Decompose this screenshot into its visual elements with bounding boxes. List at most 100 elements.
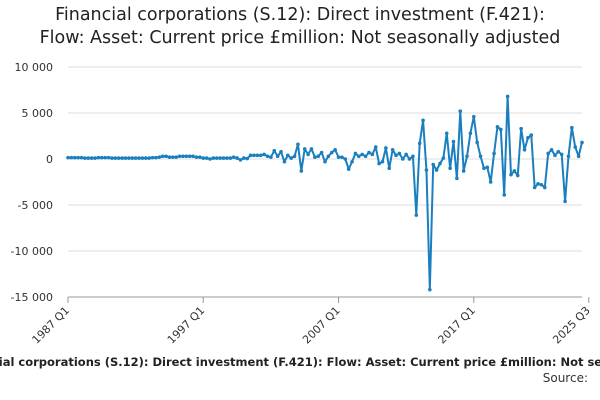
data-point[interactable]	[553, 153, 557, 158]
data-point[interactable]	[184, 154, 189, 159]
data-point[interactable]	[286, 153, 290, 158]
data-point[interactable]	[214, 156, 219, 160]
data-point[interactable]	[404, 152, 408, 157]
data-point[interactable]	[512, 169, 517, 173]
data-point[interactable]	[323, 159, 327, 164]
data-point[interactable]	[164, 154, 168, 159]
data-point[interactable]	[417, 141, 422, 146]
data-point[interactable]	[201, 156, 206, 160]
data-point[interactable]	[400, 157, 405, 161]
data-point[interactable]	[570, 125, 574, 130]
data-point[interactable]	[573, 145, 578, 149]
data-point[interactable]	[377, 161, 381, 166]
data-point[interactable]	[421, 118, 425, 123]
data-point[interactable]	[292, 154, 297, 159]
data-point[interactable]	[110, 156, 114, 160]
data-point[interactable]	[198, 155, 202, 159]
data-point[interactable]	[492, 151, 496, 156]
data-point[interactable]	[478, 154, 483, 159]
data-point[interactable]	[461, 169, 466, 173]
data-point[interactable]	[150, 155, 155, 160]
data-point[interactable]	[346, 167, 351, 171]
data-point[interactable]	[526, 136, 530, 140]
data-point[interactable]	[225, 156, 229, 160]
data-point[interactable]	[76, 155, 80, 160]
data-point[interactable]	[69, 155, 74, 160]
data-point[interactable]	[174, 155, 179, 159]
data-point[interactable]	[258, 153, 263, 158]
data-point[interactable]	[495, 125, 500, 129]
data-point[interactable]	[106, 155, 111, 160]
data-point[interactable]	[519, 126, 523, 131]
data-point[interactable]	[140, 156, 145, 160]
data-point[interactable]	[559, 152, 564, 157]
data-point[interactable]	[397, 151, 402, 156]
data-point[interactable]	[407, 157, 412, 161]
data-point[interactable]	[482, 166, 486, 170]
data-point[interactable]	[438, 161, 442, 166]
data-point[interactable]	[343, 157, 348, 161]
data-point[interactable]	[231, 155, 236, 159]
data-point[interactable]	[580, 140, 584, 145]
data-point[interactable]	[411, 154, 415, 159]
data-point[interactable]	[133, 156, 138, 160]
data-point[interactable]	[434, 168, 439, 172]
data-point[interactable]	[86, 156, 91, 160]
data-point[interactable]	[509, 172, 513, 177]
data-point[interactable]	[113, 156, 118, 160]
data-point[interactable]	[120, 156, 124, 160]
data-point[interactable]	[238, 158, 243, 162]
data-point[interactable]	[275, 154, 280, 159]
data-point[interactable]	[336, 155, 341, 159]
data-point[interactable]	[319, 150, 324, 155]
data-point[interactable]	[208, 157, 212, 161]
data-point[interactable]	[566, 154, 571, 159]
data-point[interactable]	[143, 156, 148, 160]
data-point[interactable]	[488, 180, 493, 184]
data-point[interactable]	[370, 152, 375, 157]
data-point[interactable]	[255, 153, 260, 158]
data-point[interactable]	[248, 153, 253, 158]
data-point[interactable]	[505, 94, 510, 99]
data-point[interactable]	[529, 133, 534, 137]
data-point[interactable]	[302, 147, 307, 151]
data-point[interactable]	[543, 185, 547, 190]
data-point[interactable]	[485, 165, 490, 170]
data-point[interactable]	[502, 193, 507, 197]
data-point[interactable]	[116, 156, 121, 160]
data-point[interactable]	[177, 154, 182, 159]
data-point[interactable]	[448, 166, 452, 170]
data-point[interactable]	[329, 150, 334, 155]
data-point[interactable]	[147, 156, 151, 160]
data-point[interactable]	[265, 154, 270, 159]
data-point[interactable]	[245, 156, 250, 161]
data-point[interactable]	[384, 146, 388, 150]
data-point[interactable]	[123, 156, 128, 160]
data-point[interactable]	[96, 155, 101, 160]
data-point[interactable]	[89, 156, 94, 160]
data-point[interactable]	[522, 148, 527, 152]
data-point[interactable]	[100, 155, 104, 160]
data-point[interactable]	[313, 155, 317, 159]
data-point[interactable]	[367, 150, 371, 155]
data-point[interactable]	[83, 156, 87, 160]
data-point[interactable]	[373, 145, 378, 149]
data-point[interactable]	[333, 148, 337, 152]
data-point[interactable]	[187, 154, 192, 159]
data-point[interactable]	[471, 114, 476, 119]
data-point[interactable]	[360, 152, 364, 157]
data-point[interactable]	[499, 127, 503, 132]
data-point[interactable]	[340, 155, 344, 159]
data-point[interactable]	[181, 154, 185, 159]
data-point[interactable]	[72, 155, 77, 160]
data-point[interactable]	[93, 156, 97, 160]
data-point[interactable]	[387, 166, 392, 170]
data-point[interactable]	[157, 155, 162, 159]
data-point[interactable]	[357, 154, 361, 159]
data-point[interactable]	[299, 169, 304, 173]
data-point[interactable]	[272, 148, 277, 153]
data-point[interactable]	[458, 109, 463, 113]
data-point[interactable]	[211, 156, 216, 160]
data-point[interactable]	[204, 156, 209, 160]
data-point[interactable]	[309, 147, 314, 151]
